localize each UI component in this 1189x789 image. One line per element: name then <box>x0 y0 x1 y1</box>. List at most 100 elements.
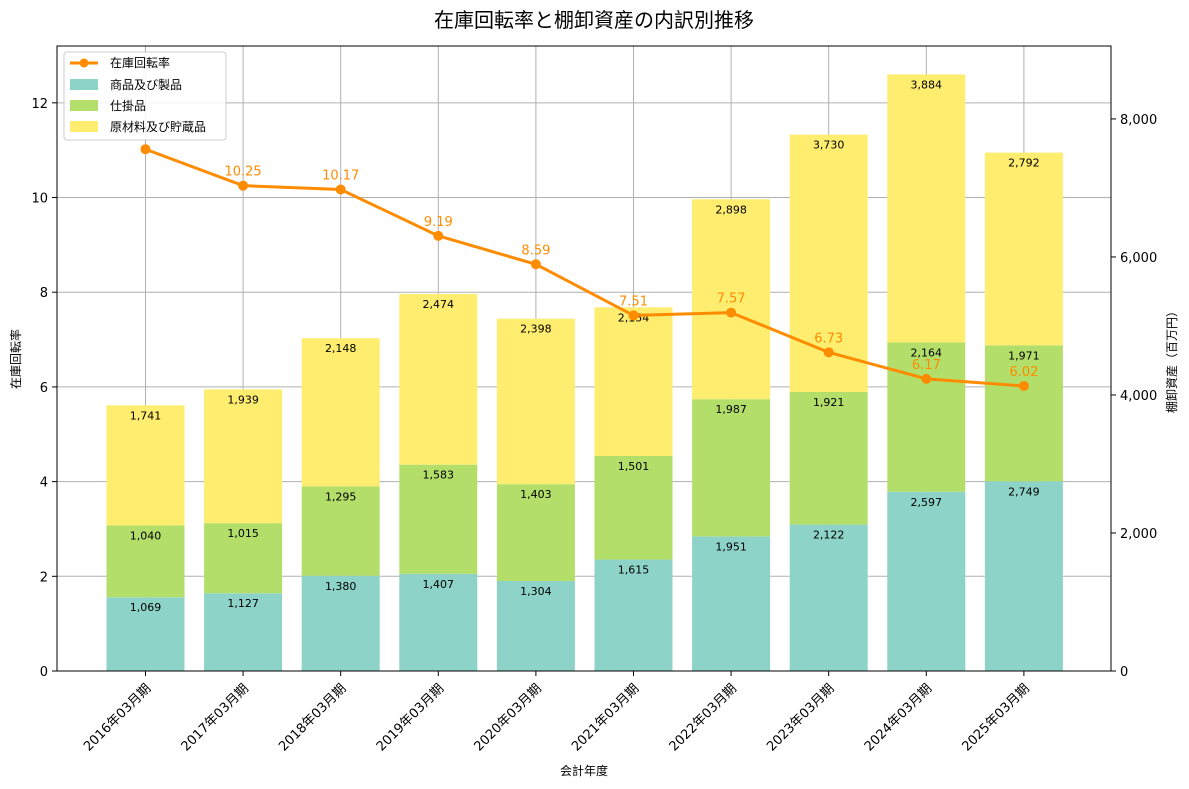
y-right-tick-label: 0 <box>1120 665 1128 680</box>
bar-segment <box>496 581 575 671</box>
bar-value-label: 2,164 <box>911 346 943 359</box>
bar-segment <box>399 293 478 465</box>
bar-value-label: 2,474 <box>423 298 455 311</box>
bar-segment <box>692 199 771 400</box>
turnover-point <box>238 180 249 191</box>
bar-value-label: 2,749 <box>1008 485 1040 498</box>
turnover-line <box>144 147 1025 388</box>
turnover-point <box>140 144 151 155</box>
x-tick-label: 2019年03月期 <box>374 681 447 754</box>
y-left-tick-label: 6 <box>40 381 48 396</box>
turnover-value-label: 6.17 <box>912 358 941 373</box>
turnover-point <box>628 310 639 321</box>
x-tick-label: 2022年03月期 <box>667 681 740 754</box>
legend-swatch <box>70 100 98 111</box>
bar-value-label: 1,501 <box>618 460 650 473</box>
bar-value-label: 1,380 <box>325 580 357 593</box>
turnover-value-label: 7.57 <box>717 292 746 307</box>
turnover-point <box>921 373 932 384</box>
bar-value-label: 1,040 <box>130 529 162 542</box>
bar-segment <box>594 307 673 456</box>
y-left-tick-label: 2 <box>40 570 48 585</box>
turnover-point <box>1018 380 1029 391</box>
bar-value-label: 1,939 <box>227 393 259 406</box>
x-tick-label: 2021年03月期 <box>569 681 642 754</box>
y-left-tick-label: 0 <box>40 665 48 680</box>
x-axis-label: 会計年度 <box>560 763 608 778</box>
bar-value-label: 1,403 <box>520 488 552 501</box>
turnover-point <box>823 347 834 358</box>
bar-value-label: 2,898 <box>715 203 747 216</box>
turnover-value-label: 8.59 <box>521 243 550 258</box>
bar-segment <box>984 152 1063 346</box>
legend-label: 仕掛品 <box>110 98 146 113</box>
bar-value-label: 1,951 <box>715 540 747 553</box>
bar-segment <box>789 392 868 525</box>
bar-value-label: 1,987 <box>715 403 747 416</box>
turnover-value-label: 10.25 <box>224 165 261 180</box>
bar-segment <box>594 559 673 671</box>
bar-segment <box>887 342 966 492</box>
turnover-value-label: 10.17 <box>322 168 359 183</box>
turnover-value-label: 7.51 <box>619 294 648 309</box>
y-left-tick-label: 10 <box>31 192 48 207</box>
legend-label: 在庫回転率 <box>110 55 170 70</box>
y-left-tick-label: 8 <box>40 286 48 301</box>
bar-segment <box>692 536 771 671</box>
bar-value-label: 1,295 <box>325 490 357 503</box>
legend-box <box>63 51 227 141</box>
bar-segment <box>301 338 380 487</box>
y-axis-right-label: 棚卸資産（百万円） <box>1164 305 1179 413</box>
x-tick-label: 2016年03月期 <box>81 681 154 754</box>
turnover-value-label: 6.73 <box>814 331 843 346</box>
bar-segment <box>106 597 185 671</box>
bar-segment <box>399 464 478 574</box>
bar-value-label: 2,122 <box>813 529 845 542</box>
bar-value-label: 1,127 <box>227 597 259 610</box>
bar-segment <box>887 491 966 671</box>
bar-segment <box>301 575 380 671</box>
turnover-point <box>530 259 541 270</box>
x-tick-label: 2025年03月期 <box>959 681 1032 754</box>
turnover-point <box>433 230 444 241</box>
bar-segment <box>204 523 283 594</box>
bar-value-label: 1,921 <box>813 396 845 409</box>
bar-value-label: 1,583 <box>423 469 455 482</box>
bar-segment <box>204 593 283 671</box>
x-tick-label: 2020年03月期 <box>471 681 544 754</box>
bar-segment <box>204 389 283 524</box>
legend-swatch <box>70 121 98 132</box>
x-tick-label: 2023年03月期 <box>764 681 837 754</box>
bar-segment <box>984 481 1063 671</box>
y-left-tick-label: 12 <box>31 97 48 112</box>
bar-value-label: 2,398 <box>520 323 552 336</box>
turnover-point <box>335 184 346 195</box>
turnover-point <box>726 307 737 318</box>
bar-segment <box>594 455 673 560</box>
plot-frame <box>56 45 1112 672</box>
bar-segment <box>496 484 575 582</box>
bar-value-label: 3,884 <box>911 78 943 91</box>
bar-value-label: 1,069 <box>130 601 162 614</box>
bar-value-label: 1,615 <box>618 564 650 577</box>
bar-segment <box>887 74 966 343</box>
y-left-tick-label: 4 <box>40 476 48 491</box>
bar-segment <box>301 486 380 576</box>
x-tick-label: 2017年03月期 <box>179 681 252 754</box>
legend-swatch <box>70 79 98 90</box>
bar-value-label: 2,597 <box>911 496 943 509</box>
y-axis-left-label: 在庫回転率 <box>8 329 23 389</box>
bar-segment <box>496 318 575 485</box>
y-right-tick-label: 8,000 <box>1120 113 1157 128</box>
x-tick-label: 2024年03月期 <box>862 681 935 754</box>
y-right-tick-label: 4,000 <box>1120 389 1157 404</box>
bar-value-label: 2,148 <box>325 342 357 355</box>
legend-label: 商品及び製品 <box>110 77 182 92</box>
turnover-value-label: 9.19 <box>424 215 453 230</box>
bar-value-label: 1,971 <box>1008 349 1040 362</box>
bar-value-label: 1,407 <box>423 578 455 591</box>
bar-value-label: 1,741 <box>130 409 162 422</box>
legend-label: 原材料及び貯蔵品 <box>110 120 206 134</box>
bar-value-label: 1,015 <box>227 527 259 540</box>
